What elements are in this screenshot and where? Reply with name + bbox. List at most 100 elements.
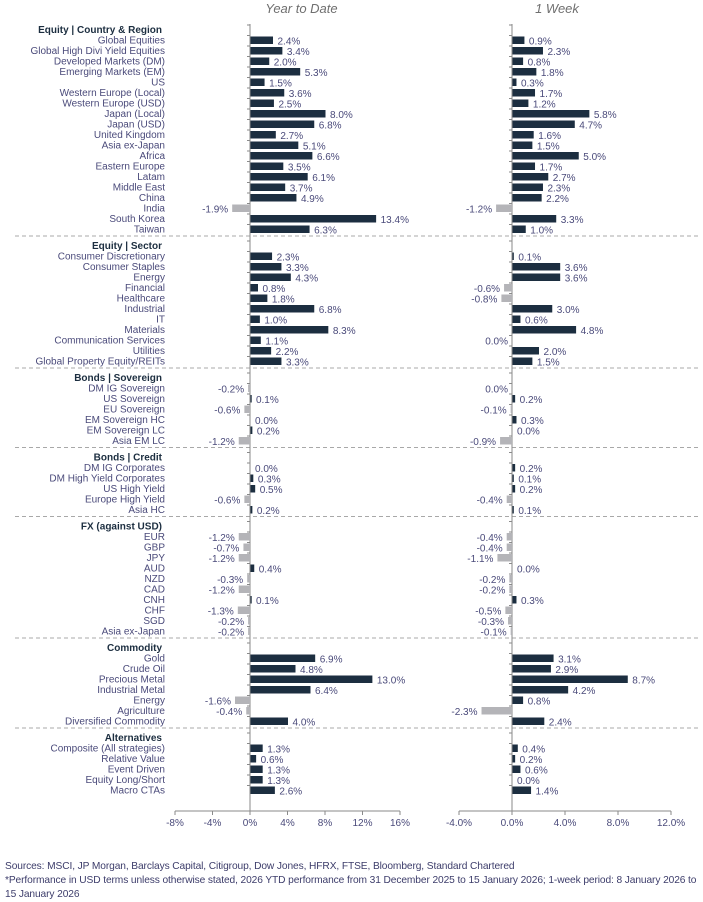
data-label-ytd: -1.9% <box>202 205 228 216</box>
row-label: Macro CTAs <box>110 786 165 797</box>
bar-wk <box>512 141 533 149</box>
row-label: Global High Divi Yield Equities <box>30 46 165 57</box>
data-label-ytd: 0.0% <box>255 464 278 475</box>
bar-ytd <box>250 315 260 323</box>
data-label-ytd: -0.2% <box>218 617 244 628</box>
bar-ytd <box>250 654 316 662</box>
group-heading: Alternatives <box>105 733 163 744</box>
row-label: US High Yield <box>103 484 165 495</box>
data-label-wk: 3.0% <box>557 305 580 316</box>
bar-ytd <box>250 686 311 694</box>
data-label-wk: 3.6% <box>565 263 588 274</box>
row-label: DM IG Corporates <box>84 463 165 474</box>
bar-wk <box>512 464 516 472</box>
bar-ytd <box>248 617 250 625</box>
bar-ytd <box>250 326 329 334</box>
row-label: Taiwan <box>134 225 165 236</box>
bar-wk <box>512 654 554 662</box>
data-label-wk: -0.2% <box>479 575 505 586</box>
data-label-ytd: 0.5% <box>260 485 283 496</box>
row-label: Global Property Equity/REITs <box>36 357 166 368</box>
row-label: Japan (Local) <box>104 109 165 120</box>
bar-ytd <box>250 110 326 118</box>
bar-ytd <box>250 89 285 97</box>
data-label-wk: -0.4% <box>477 544 503 555</box>
bar-wk <box>496 204 512 212</box>
data-label-wk: 4.7% <box>579 121 602 132</box>
data-label-ytd: 1.3% <box>267 745 290 756</box>
data-label-ytd: 0.0% <box>255 416 278 427</box>
bar-ytd <box>238 554 250 562</box>
bar-ytd <box>235 696 250 704</box>
data-label-ytd: -1.3% <box>208 607 234 618</box>
row-label: Eastern Europe <box>96 162 166 173</box>
bar-ytd <box>248 384 250 392</box>
row-label: Middle East <box>113 183 165 194</box>
row-label: Consumer Discretionary <box>58 252 165 263</box>
data-label-wk: 4.8% <box>581 326 604 337</box>
group-heading: FX (against USD) <box>81 522 162 533</box>
data-label-ytd: 6.9% <box>320 655 343 666</box>
row-label: EU Sovereign <box>103 405 165 416</box>
bar-ytd <box>250 120 315 128</box>
data-label-wk: 3.6% <box>565 274 588 285</box>
row-label: Equity Long/Short <box>86 775 166 786</box>
data-label-ytd: 3.6% <box>289 89 312 100</box>
bar-wk <box>512 315 521 323</box>
row-label: IT <box>156 315 165 326</box>
row-label: Event Driven <box>108 765 165 776</box>
bar-ytd <box>250 162 284 170</box>
data-label-ytd: -0.4% <box>216 707 242 718</box>
bar-ytd <box>250 68 301 76</box>
bar-ytd <box>250 776 263 784</box>
sources-note: Sources: MSCI, JP Morgan, Barclays Capit… <box>5 861 515 872</box>
bar-ytd <box>250 357 282 365</box>
data-label-ytd: 0.1% <box>256 596 279 607</box>
data-label-wk: 1.7% <box>540 89 563 100</box>
bar-ytd <box>250 665 296 673</box>
bar-wk <box>512 596 517 604</box>
row-label: Relative Value <box>101 754 165 765</box>
bar-wk <box>512 506 514 514</box>
x-tick-label-ytd: 4% <box>280 818 295 829</box>
data-label-wk: 1.6% <box>538 131 561 142</box>
row-label: United Kingdom <box>94 130 165 141</box>
bar-ytd <box>250 284 258 292</box>
data-label-wk: 4.2% <box>573 686 596 697</box>
bar-ytd <box>250 347 272 355</box>
data-label-ytd: -0.2% <box>218 628 244 639</box>
data-label-wk: 8.7% <box>632 676 655 687</box>
bar-wk <box>509 575 512 583</box>
x-tick-label-1w: 12.0% <box>657 818 685 829</box>
bar-ytd <box>232 204 250 212</box>
x-tick-label-ytd: 0% <box>243 818 258 829</box>
bar-wk <box>512 89 536 97</box>
data-label-ytd: 13.0% <box>377 676 405 687</box>
data-label-ytd: 6.6% <box>317 152 340 163</box>
bar-wk <box>512 395 516 403</box>
row-label: JPY <box>147 553 166 564</box>
row-label: Western Europe (Local) <box>60 88 165 99</box>
bar-ytd <box>250 252 273 260</box>
bar-ytd <box>250 395 252 403</box>
bar-wk <box>512 183 543 191</box>
data-label-ytd: 0.3% <box>258 475 281 486</box>
data-label-ytd: 3.4% <box>287 47 310 58</box>
data-label-ytd: 1.3% <box>267 776 290 787</box>
bar-wk <box>512 786 532 794</box>
row-label: Precious Metal <box>99 675 165 686</box>
row-label: China <box>139 193 166 204</box>
data-label-wk: 2.2% <box>546 194 569 205</box>
data-label-wk: 0.2% <box>520 464 543 475</box>
bar-ytd <box>250 336 261 344</box>
data-label-wk: -1.1% <box>467 554 493 565</box>
x-tick-label-ytd: -8% <box>166 818 184 829</box>
bar-ytd <box>250 215 377 223</box>
bar-wk <box>512 474 514 482</box>
bar-wk <box>512 755 516 763</box>
bar-ytd <box>250 99 274 107</box>
bar-wk <box>512 57 524 65</box>
bar-wk <box>512 357 533 365</box>
x-tick-label-1w: 4.0% <box>554 818 577 829</box>
row-label: Communication Services <box>54 336 165 347</box>
